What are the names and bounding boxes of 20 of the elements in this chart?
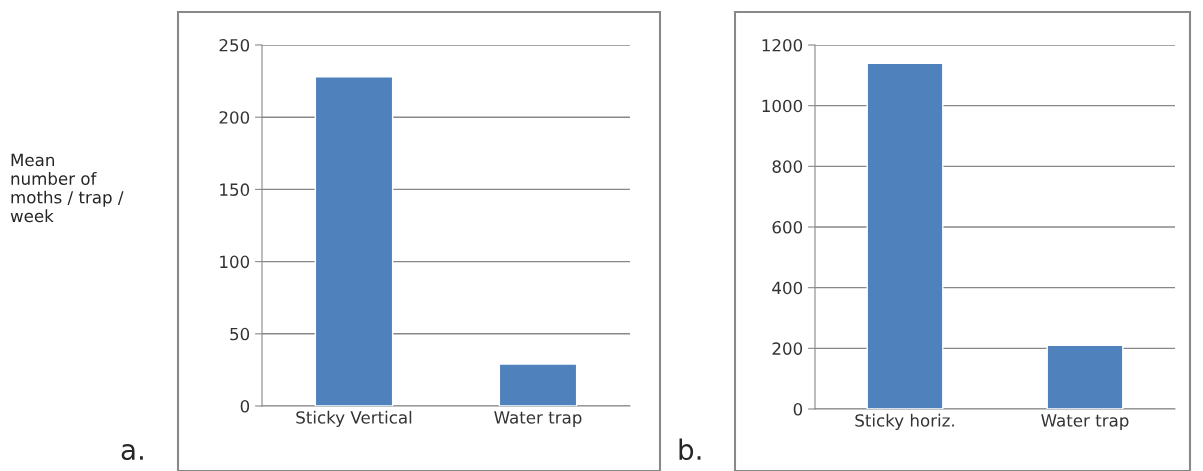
y-tick-label: 1000 — [762, 99, 803, 113]
y-tick-label: 1200 — [762, 38, 803, 52]
text: b. — [679, 438, 701, 461]
y-tick-label: 200 — [772, 342, 803, 355]
x-tick-label: Sticky Vertical — [296, 410, 412, 427]
y-tick-label: 100 — [220, 255, 250, 269]
x-tick-label: Water trap — [494, 411, 582, 427]
y-axis-title: Mean number of moths / trap / week — [10, 153, 124, 223]
y-tick-label: 150 — [220, 183, 250, 196]
x-tick-label: Sticky horiz. — [855, 413, 954, 430]
y-tick-label: 200 — [219, 111, 250, 124]
y-tick-label: 400 — [772, 281, 803, 295]
x-tick-label: Water trap — [1041, 414, 1129, 430]
text: a. — [121, 444, 143, 461]
y-tick-label: 0 — [793, 402, 803, 416]
y-tick-label: 0 — [240, 399, 250, 413]
y-tick-label: 250 — [219, 38, 250, 52]
y-tick-label: 800 — [772, 160, 803, 173]
y-tick-label: 50 — [230, 327, 250, 341]
y-tick-label: 600 — [772, 220, 803, 234]
